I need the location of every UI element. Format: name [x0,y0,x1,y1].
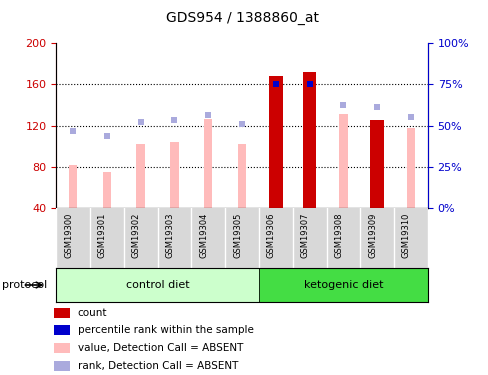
Text: GSM19309: GSM19309 [367,213,376,258]
Text: GSM19302: GSM19302 [131,213,141,258]
Text: GSM19301: GSM19301 [98,213,107,258]
Bar [302,72,316,208]
Bar [69,165,77,208]
Bar [203,119,212,208]
FancyBboxPatch shape [259,268,427,302]
Bar [370,120,383,208]
Bar [54,308,70,318]
Bar [170,142,178,208]
Text: count: count [78,308,107,318]
Text: value, Detection Call = ABSENT: value, Detection Call = ABSENT [78,343,243,353]
Text: GDS954 / 1388860_at: GDS954 / 1388860_at [165,11,318,25]
Text: control diet: control diet [125,280,189,290]
Text: GSM19303: GSM19303 [165,213,174,258]
Text: ketogenic diet: ketogenic diet [303,280,383,290]
FancyBboxPatch shape [56,268,259,302]
Bar [102,172,111,208]
Text: GSM19306: GSM19306 [266,213,275,258]
Text: GSM19310: GSM19310 [401,213,410,258]
Bar [339,114,347,208]
Bar [54,343,70,353]
Bar [54,361,70,371]
Text: GSM19307: GSM19307 [300,213,309,258]
Bar [136,144,144,208]
Bar [237,144,246,208]
Text: GSM19305: GSM19305 [233,213,242,258]
Text: GSM19308: GSM19308 [334,213,343,258]
Text: rank, Detection Call = ABSENT: rank, Detection Call = ABSENT [78,361,238,371]
Text: GSM19300: GSM19300 [64,213,73,258]
Bar [268,76,282,208]
Bar [406,128,414,208]
Text: protocol: protocol [2,280,48,290]
Text: percentile rank within the sample: percentile rank within the sample [78,326,253,336]
Text: GSM19304: GSM19304 [199,213,208,258]
Bar [54,326,70,336]
